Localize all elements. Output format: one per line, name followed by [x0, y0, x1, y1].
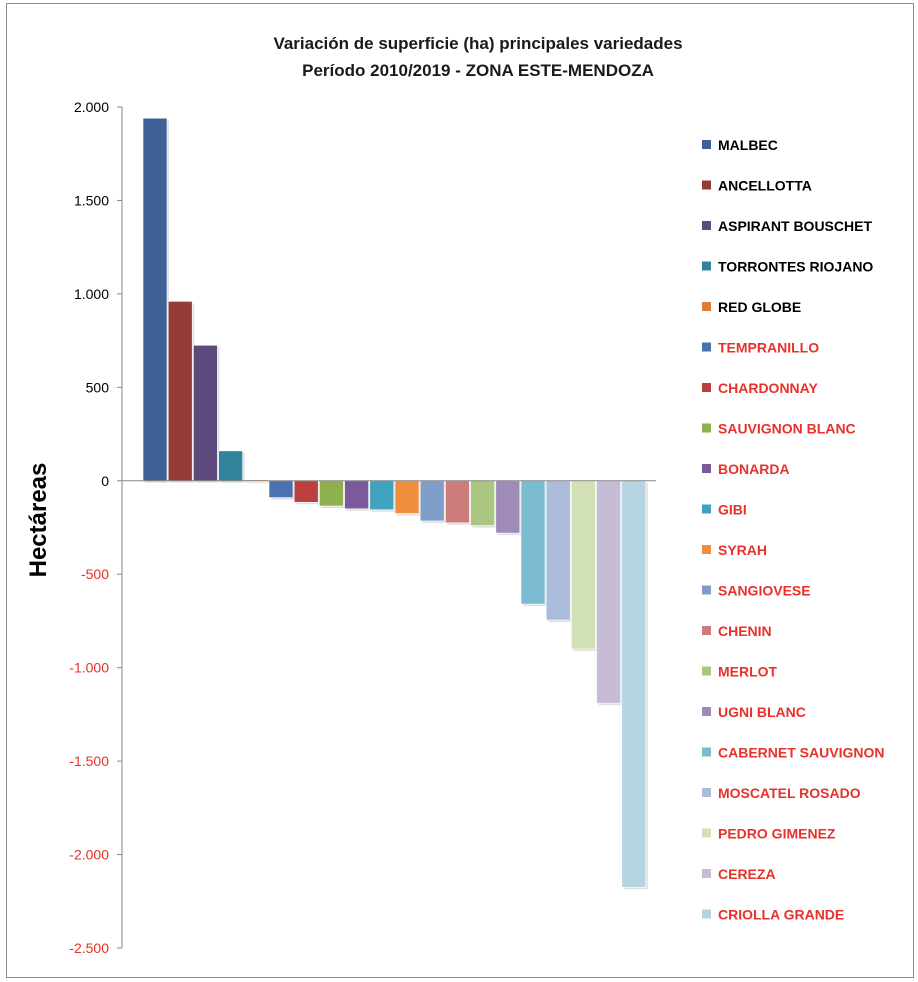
legend-label: PEDRO GIMENEZ: [718, 826, 836, 842]
y-tick-label: 1.500: [74, 192, 109, 208]
bars-layer: [122, 117, 656, 890]
legend-swatch: [702, 545, 711, 554]
y-tick-label: -2.500: [69, 940, 109, 956]
legend-label: MALBEC: [718, 137, 778, 153]
legend-swatch: [702, 180, 711, 190]
legend-swatch: [702, 747, 711, 757]
legend-label: CRIOLLA GRANDE: [718, 907, 844, 923]
legend-label: UGNI BLANC: [718, 704, 806, 720]
bar-sangiovese: [419, 480, 445, 522]
bar-sauvignon-blanc: [319, 480, 344, 507]
y-tick-label: -2.000: [69, 847, 109, 863]
legend-swatch: [702, 869, 711, 878]
legend-label: RED GLOBE: [718, 299, 801, 315]
bar-bonarda: [344, 480, 369, 510]
legend-swatch: [702, 707, 711, 716]
bar-pedro-gimenez: [571, 480, 596, 650]
legend-label: BONARDA: [718, 461, 790, 477]
legend-label: CEREZA: [718, 866, 776, 882]
y-tick-label: 2.000: [74, 99, 109, 115]
legend-label: CHENIN: [718, 623, 772, 639]
legend-label: SYRAH: [718, 542, 767, 558]
legend-label: SANGIOVESE: [718, 583, 811, 599]
legend-label: MOSCATEL ROSADO: [718, 785, 861, 801]
y-tick-label: 1.000: [74, 286, 109, 302]
legend-label: TORRONTES RIOJANO: [718, 259, 873, 275]
legend-label: ANCELLOTTA: [718, 178, 812, 194]
legend-swatch: [702, 342, 711, 352]
chart-subtitle: Período 2010/2019 - ZONA ESTE-MENDOZA: [302, 61, 654, 80]
bar-ancellotta: [167, 301, 193, 482]
legend-swatch: [702, 140, 711, 149]
y-axis-label: Hectáreas: [25, 463, 52, 578]
y-tick-label: -1.000: [69, 660, 109, 676]
y-tick-label: 0: [101, 473, 109, 489]
legend-swatch: [702, 302, 711, 311]
legend-swatch: [702, 383, 711, 392]
legend: MALBEC ANCELLOTTA ASPIRANT BOUSCHET TORRONT…: [702, 137, 884, 923]
bar-ugni-blanc: [495, 480, 521, 534]
bar-chardonnay: [293, 480, 319, 503]
legend-swatch: [702, 261, 711, 271]
legend-label: SAUVIGNON BLANC: [718, 421, 856, 437]
legend-label: CABERNET SAUVIGNON: [718, 745, 884, 761]
bar-tempranillo: [268, 480, 294, 498]
bar-merlot: [470, 480, 495, 526]
chart-title: Variación de superficie (ha) principales…: [273, 34, 682, 53]
legend-swatch: [702, 423, 711, 433]
bar-criolla-grande: [621, 480, 647, 888]
bar-cereza: [596, 480, 621, 704]
bar-shadow: [245, 481, 270, 483]
bar-moscatel-rosado: [545, 480, 571, 621]
bar-aspirant-bouschet: [193, 344, 218, 482]
legend-swatch: [702, 464, 711, 473]
legend-label: MERLOT: [718, 664, 778, 680]
legend-label: GIBI: [718, 502, 747, 518]
legend-swatch: [702, 504, 711, 514]
legend-swatch: [702, 585, 711, 595]
legend-swatch: [702, 666, 711, 676]
y-tick-label: 500: [86, 379, 110, 395]
bar-torrontes-riojano: [218, 450, 243, 482]
legend-swatch: [702, 909, 711, 919]
legend-swatch: [702, 626, 711, 635]
legend-swatch: [702, 828, 711, 838]
bar-chenin: [445, 480, 470, 524]
legend-label: TEMPRANILLO: [718, 340, 819, 356]
legend-label: CHARDONNAY: [718, 380, 818, 396]
bar-syrah: [394, 480, 420, 514]
bar-gibi: [369, 480, 395, 511]
axis-layer: 2.000 1.500 1.000 500 0 -500 -1.000 -1.500 -2.00…: [69, 99, 123, 956]
legend-swatch: [702, 788, 711, 797]
legend-label: ASPIRANT BOUSCHET: [718, 218, 872, 234]
bar-cabernet-sauvignon: [520, 480, 546, 605]
legend-swatch: [702, 221, 711, 230]
y-tick-label: -500: [81, 566, 109, 582]
bar-malbec: [142, 117, 168, 482]
y-tick-label: -1.500: [69, 753, 109, 769]
